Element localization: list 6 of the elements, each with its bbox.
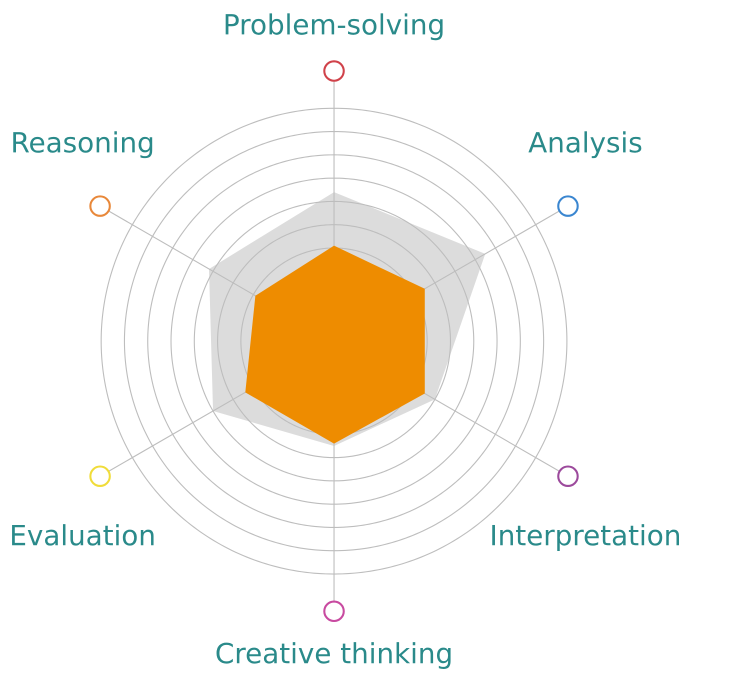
spoke-label: Creative thinking [216, 642, 451, 669]
spoke-label: Evaluation [12, 524, 154, 546]
spoke-label: Analysis [528, 131, 642, 158]
spoke-label: Problem-solving [226, 13, 443, 40]
spoke-label: Interpretation [492, 524, 679, 552]
spoke-label: Reasoning [13, 131, 152, 158]
